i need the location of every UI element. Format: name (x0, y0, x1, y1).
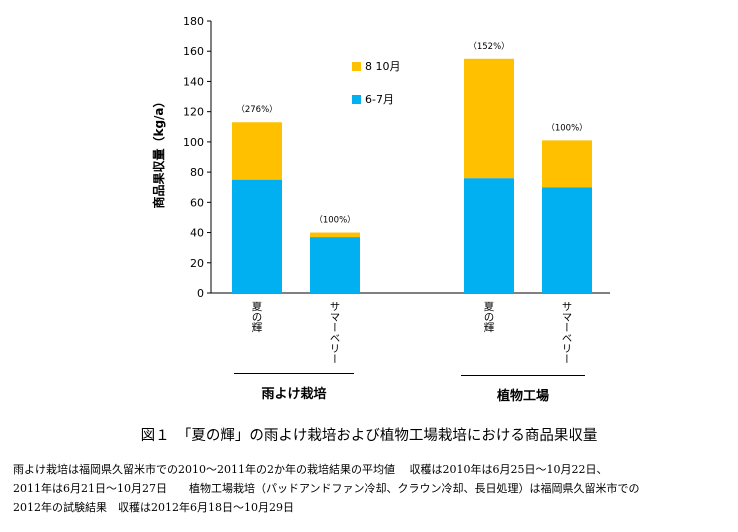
group-underline-plant-factory (461, 375, 585, 376)
y-tick-label: 20 (190, 257, 204, 270)
y-tick-label: 80 (190, 166, 204, 179)
footnote-line-3: 2012年の試験結果 収穫は2012年6月18日～10月29日 (13, 501, 294, 514)
group-underline-rain-shelter (234, 373, 354, 374)
bar-segment-jun-jul (310, 237, 360, 293)
footnote-line-2: 2011年は6月21日～10月27日 植物工場栽培（パッドアンドファン冷却、クラ… (13, 482, 640, 495)
legend-aug-oct-label: 8 10月 (365, 60, 401, 73)
bar-percent-annotation: （100%） (546, 122, 587, 133)
bar-percent-annotation: （100%） (314, 215, 355, 226)
y-tick-label: 0 (197, 287, 204, 300)
category-label: 夏の輝 (482, 301, 495, 333)
bar-percent-annotation: （276%） (236, 104, 277, 115)
bar-segment-jun-jul (464, 178, 514, 293)
bar-percent-annotation: （152%） (468, 41, 509, 52)
y-tick-label: 60 (190, 196, 204, 209)
bar-segment-jun-jul (232, 179, 282, 293)
group-label-rain-shelter: 雨よけ栽培 (261, 387, 327, 402)
y-tick-label: 120 (183, 106, 204, 119)
y-tick-label: 100 (183, 136, 204, 149)
y-tick-label: 140 (183, 75, 204, 88)
category-label: 夏の輝 (250, 301, 263, 333)
figure-caption: 図１ 「夏の輝」の雨よけ栽培および植物工場栽培における商品果収量 (140, 428, 598, 444)
legend-aug-oct-swatch (352, 62, 361, 71)
bar-segment-aug-oct (464, 58, 514, 179)
stacked-bar-chart: 0 20 40 60 80 100 120 140 160 180 商品果収量（kg/a） （276%… (151, 15, 610, 300)
footnote-line-1: 雨よけ栽培は福岡県久留米市での2010～2011年の2か年の栽培結果の平均値 収… (13, 463, 608, 476)
y-tick-label: 180 (183, 15, 204, 28)
group-label-plant-factory: 植物工場 (496, 389, 549, 404)
y-tick-label: 160 (183, 45, 204, 58)
bar-segment-jun-jul (542, 187, 592, 293)
legend-jun-jul-swatch (352, 95, 361, 104)
bar-segment-aug-oct (232, 122, 282, 180)
bar-segment-aug-oct (310, 232, 360, 238)
y-axis-title: 商品果収量（kg/a） (151, 95, 166, 208)
y-tick-label: 40 (190, 227, 204, 240)
category-label: サマーベリー (328, 301, 341, 364)
legend-jun-jul-label: 6-7月 (365, 93, 394, 106)
category-label: サマーベリー (560, 301, 573, 364)
bar-segment-aug-oct (542, 140, 592, 188)
